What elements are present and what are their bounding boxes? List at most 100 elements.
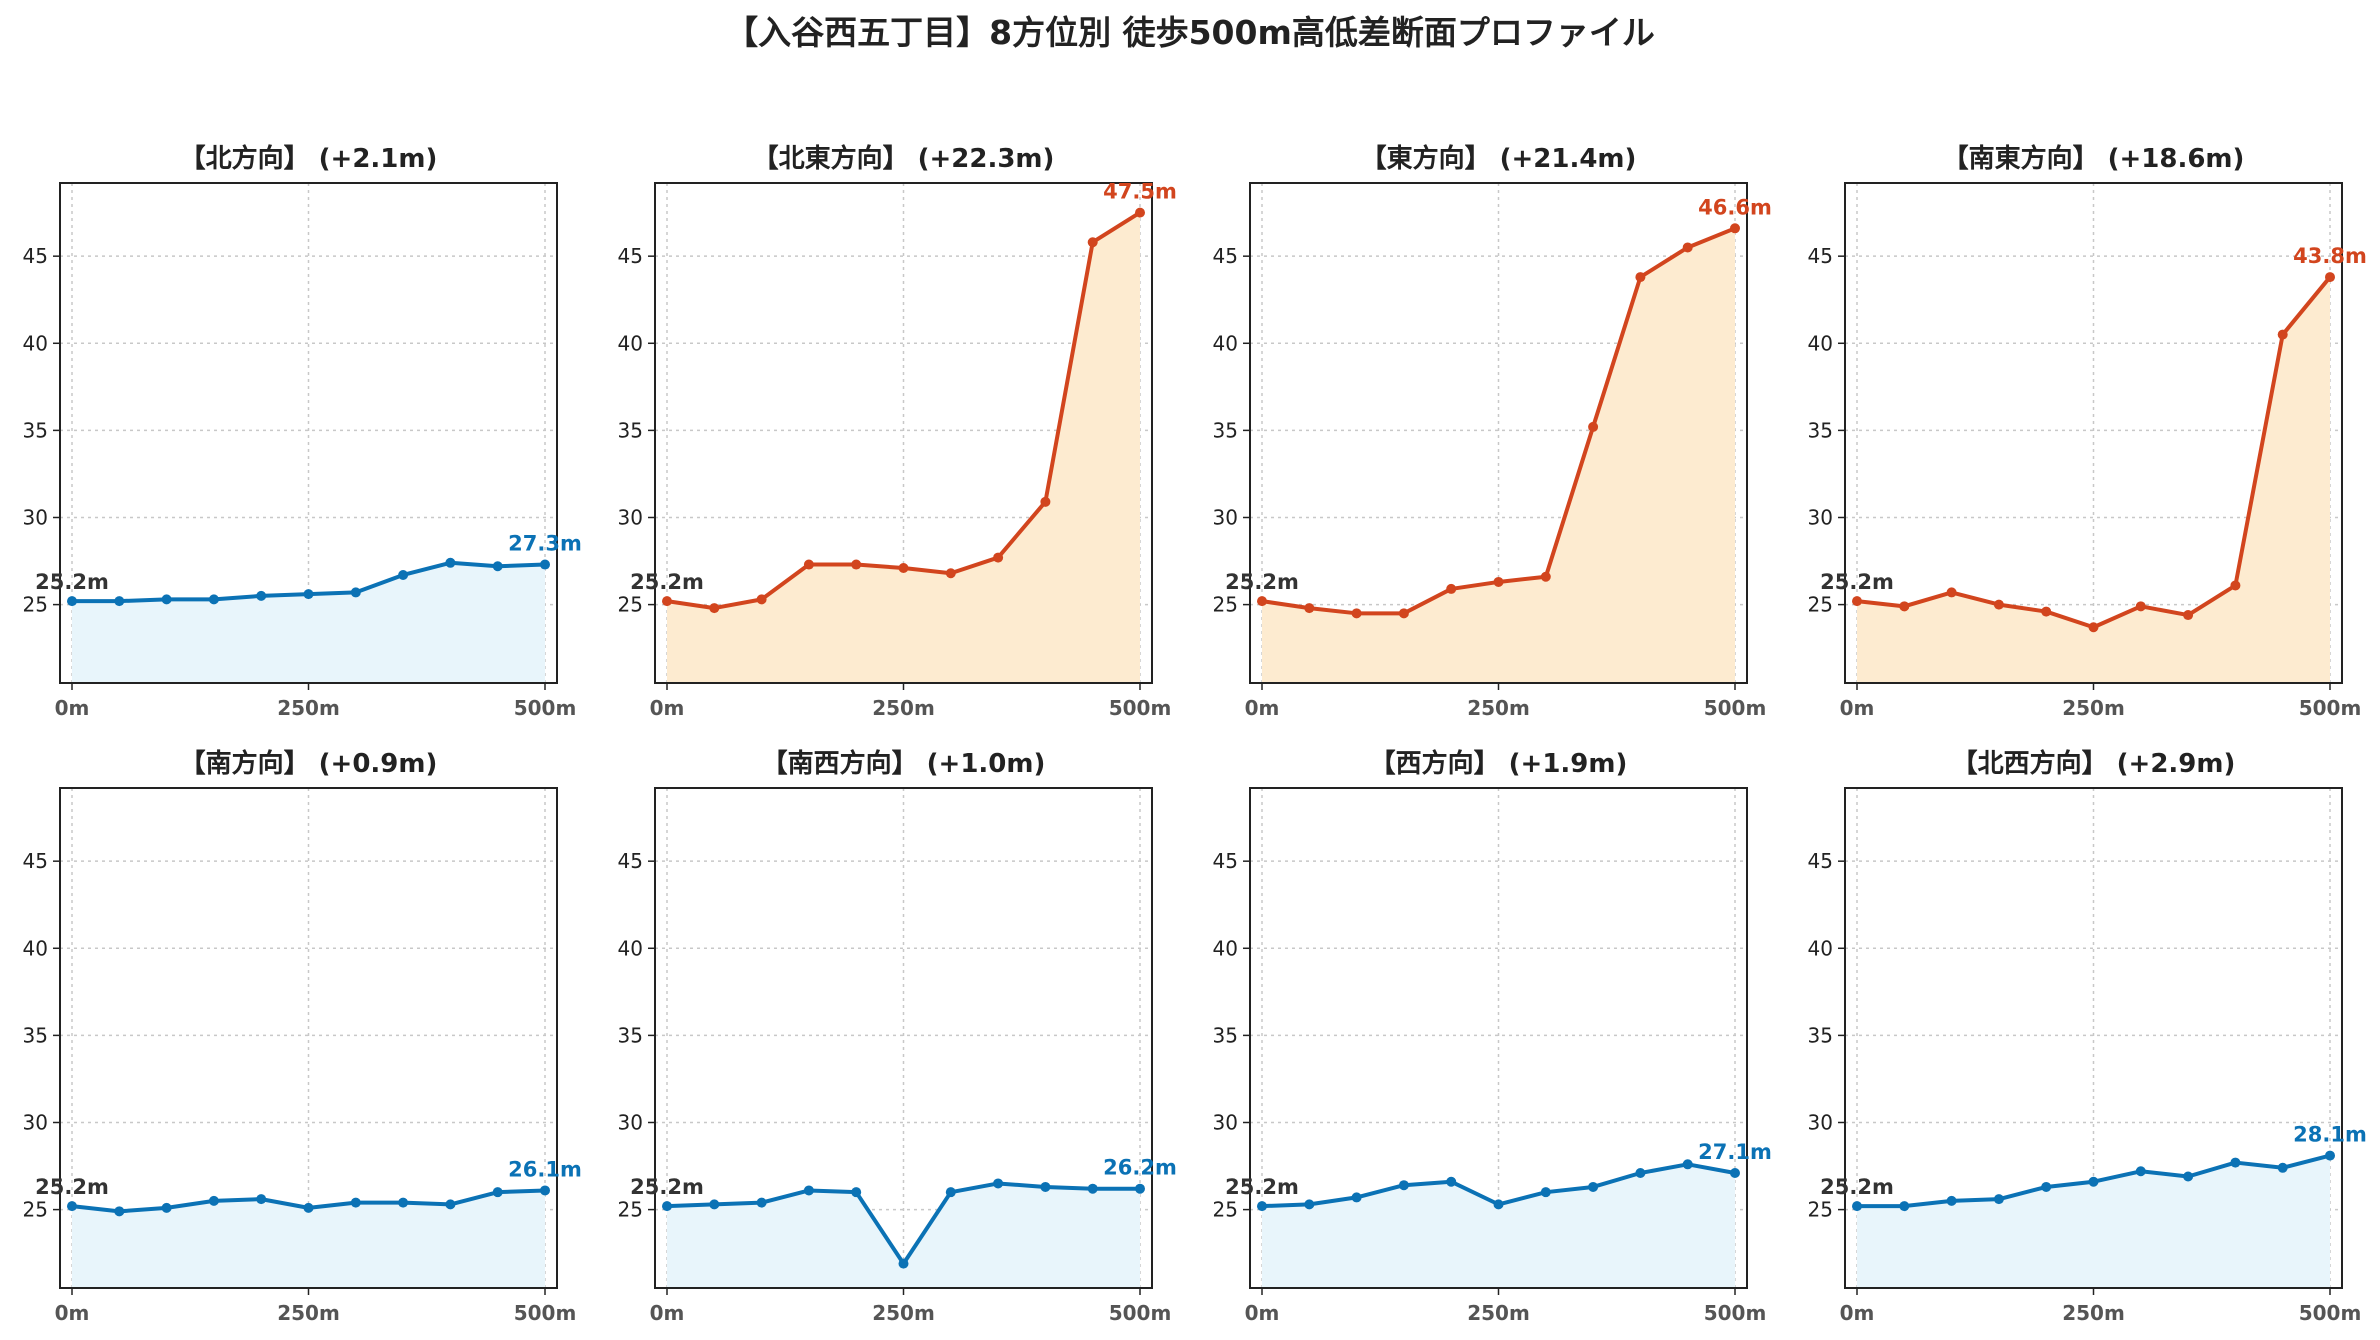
data-point [898,1258,909,1269]
x-tick-label: 500m [1704,696,1767,720]
x-tick-label: 500m [514,696,577,720]
x-tick-label: 250m [872,1301,935,1325]
data-point [303,589,314,600]
data-point [398,1197,409,1208]
x-tick-label: 250m [277,1301,340,1325]
data-point [161,594,172,605]
area-fill [1262,1164,1735,1288]
data-point [1040,496,1051,507]
data-point [1730,1168,1740,1179]
data-point [445,557,456,568]
data-point [1682,242,1693,253]
data-point [851,559,862,570]
y-tick-label: 35 [618,1023,643,1047]
data-point [303,1202,314,1213]
y-tick-label: 30 [23,505,48,529]
x-tick-label: 500m [2299,1301,2362,1325]
y-tick-label: 35 [23,418,48,442]
area-fill [1262,228,1735,683]
data-point [1398,1180,1409,1191]
data-point [398,569,409,580]
x-tick-label: 0m [55,696,90,720]
data-point [114,596,125,607]
x-tick-label: 0m [1245,1301,1280,1325]
data-point [2135,1166,2146,1177]
y-tick-label: 35 [618,418,643,442]
x-tick-label: 0m [650,1301,685,1325]
y-tick-label: 40 [23,331,48,355]
y-tick-label: 25 [1808,593,1833,617]
data-point [1635,1168,1646,1179]
data-point [1135,207,1145,218]
x-tick-label: 0m [1245,696,1280,720]
data-point [492,561,503,572]
y-tick-label: 45 [1213,849,1238,873]
end-elevation-label: 46.6m [1698,195,1772,219]
data-point [492,1187,503,1198]
data-point [2088,622,2099,633]
y-tick-label: 25 [618,593,643,617]
data-point [2041,606,2052,617]
y-tick-label: 45 [1213,244,1238,268]
end-elevation-label: 43.8m [2293,244,2367,268]
data-point [1635,272,1646,283]
y-tick-label: 35 [1213,418,1238,442]
x-tick-label: 0m [1840,696,1875,720]
x-tick-label: 500m [1109,1301,1172,1325]
data-point [208,1195,219,1206]
end-elevation-label: 26.2m [1103,1156,1177,1180]
data-point [1040,1181,1051,1192]
start-elevation-label: 25.2m [35,1175,109,1199]
y-tick-label: 25 [1808,1198,1833,1222]
area-fill [1857,1155,2330,1288]
data-point [898,563,909,574]
x-tick-label: 0m [650,696,685,720]
area-fill [72,562,545,683]
area-fill [1857,277,2330,683]
start-elevation-label: 25.2m [630,570,704,594]
y-tick-label: 45 [23,849,48,873]
x-tick-label: 500m [1704,1301,1767,1325]
y-tick-label: 25 [1213,1198,1238,1222]
data-point [1087,237,1098,248]
data-point [756,594,767,605]
data-point [709,603,720,614]
data-point [350,587,361,598]
data-point [114,1206,125,1217]
data-point [1446,1176,1457,1187]
x-tick-label: 250m [1467,696,1530,720]
area-fill [667,1183,1140,1288]
data-point [851,1187,862,1198]
y-tick-label: 40 [1808,936,1833,960]
data-point [1588,421,1599,432]
panel-title: 【南西方向】 (+1.0m) [762,748,1046,779]
y-tick-label: 30 [1808,505,1833,529]
data-point [993,552,1004,563]
data-point [756,1197,767,1208]
y-tick-label: 30 [23,1110,48,1134]
data-point [709,1199,720,1210]
data-point [540,1185,550,1196]
data-point [2041,1181,2052,1192]
data-point [2325,1150,2335,1161]
data-point [662,596,672,607]
data-point [803,559,814,570]
x-tick-label: 250m [1467,1301,1530,1325]
data-point [67,596,77,607]
y-tick-label: 45 [618,244,643,268]
chart-title: 【入谷西五丁目】8方位別 徒歩500m高低差断面プロファイル [725,13,1655,52]
data-point [1946,587,1957,598]
y-tick-label: 30 [618,1110,643,1134]
data-point [2325,272,2335,283]
start-elevation-label: 25.2m [1820,570,1894,594]
data-point [2183,610,2194,621]
data-point [1993,599,2004,610]
data-point [1446,583,1457,594]
y-tick-label: 45 [618,849,643,873]
y-tick-label: 25 [618,1198,643,1222]
y-tick-label: 45 [23,244,48,268]
area-fill [72,1190,545,1288]
y-tick-label: 45 [1808,849,1833,873]
start-elevation-label: 25.2m [1820,1175,1894,1199]
